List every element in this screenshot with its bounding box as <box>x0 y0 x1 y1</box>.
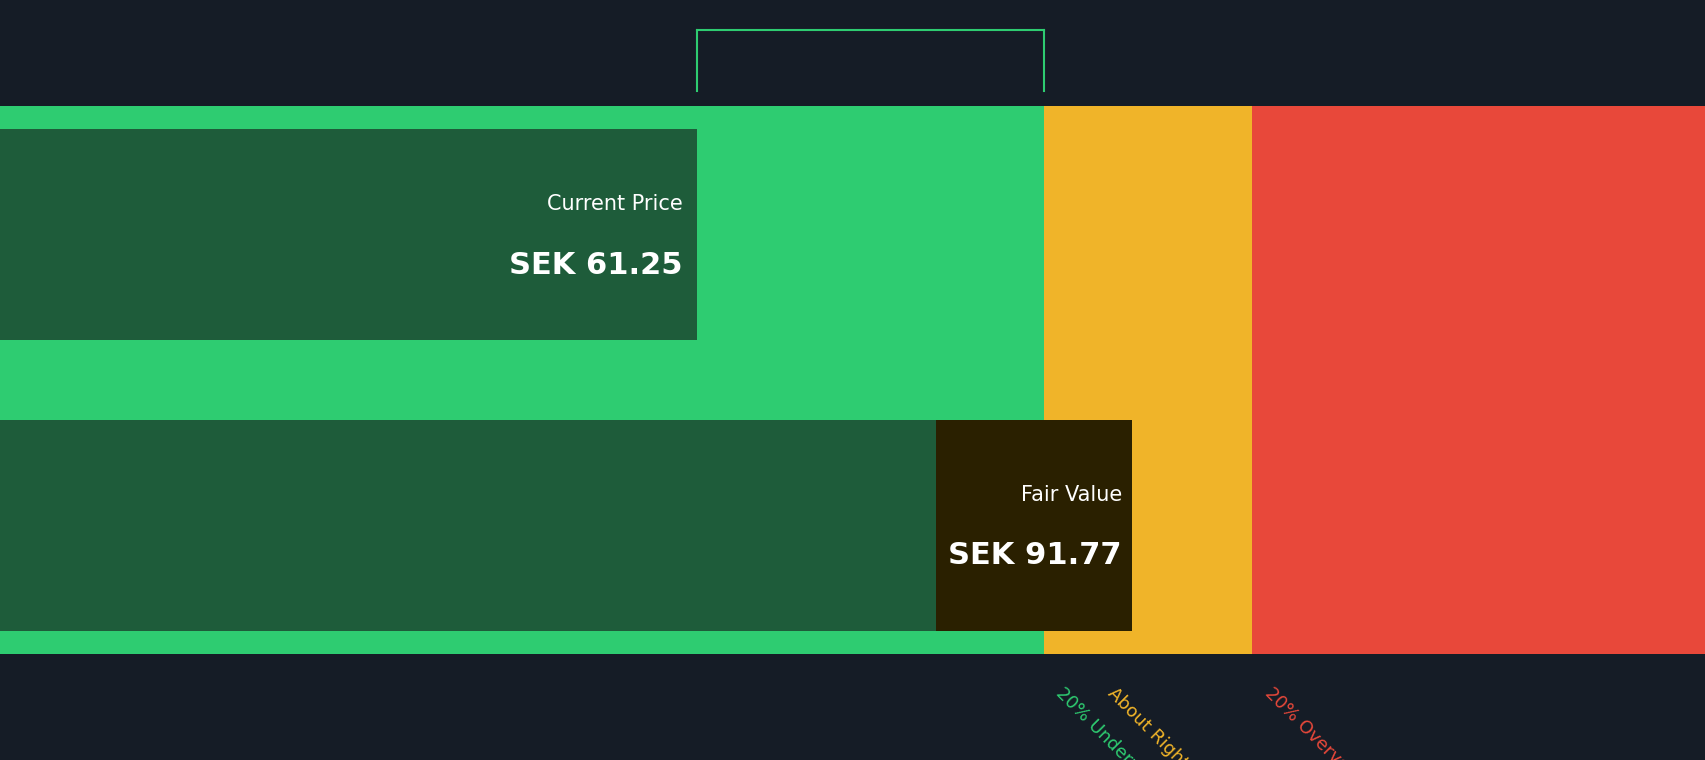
Text: Fair Value: Fair Value <box>1020 485 1122 505</box>
Bar <box>1251 106 1705 654</box>
Bar <box>174 129 696 340</box>
Bar <box>0 340 696 363</box>
Text: SEK 61.25: SEK 61.25 <box>510 251 682 280</box>
Text: About Right: About Right <box>1103 684 1192 760</box>
Bar <box>0 420 1043 631</box>
Bar <box>1043 106 1251 654</box>
Bar <box>936 420 1132 631</box>
Text: Current Price: Current Price <box>547 195 682 214</box>
Bar <box>0 106 1043 654</box>
Bar <box>0 106 696 129</box>
Text: SEK 91.77: SEK 91.77 <box>948 541 1122 570</box>
Bar <box>0 397 1043 420</box>
Bar <box>0 631 1043 654</box>
Bar <box>0 129 696 340</box>
Text: 20% Overvalued: 20% Overvalued <box>1260 684 1379 760</box>
Text: 20% Undervalued: 20% Undervalued <box>1052 684 1178 760</box>
